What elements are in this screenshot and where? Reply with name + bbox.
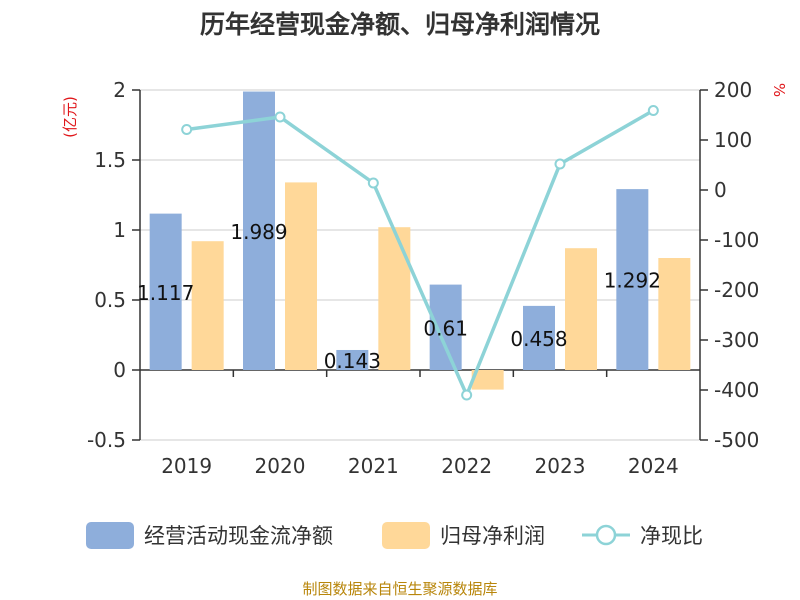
cashflow-data-label-2019: 1.117: [137, 281, 194, 305]
profit-bar-2021: [378, 227, 411, 370]
ratio-point-2024: [647, 105, 659, 116]
gridlines: [140, 89, 700, 441]
legend-label-profit: 归母净利润: [440, 524, 545, 548]
y-left-tick-label-3: 0.5: [94, 288, 126, 312]
y-right-tick-label-4: -200: [714, 278, 759, 302]
profit-bar-2023: [565, 248, 597, 370]
y-right-tick-label-3: -100: [714, 228, 759, 252]
cashflow-data-label-2022: 0.61: [423, 316, 468, 340]
cashflow-bar-2019: [149, 213, 182, 370]
profit-bar-2022: [471, 370, 504, 390]
y-left-tick-label-5: -0.5: [87, 428, 126, 452]
profit-bar-2020: [285, 182, 317, 370]
y-left-unit: (亿元): [61, 96, 79, 138]
ratio-point-2020: [274, 111, 286, 123]
axes: [132, 89, 708, 441]
x-tick-label-2020: 2020: [255, 454, 306, 478]
legend-swatch-cashflow: [86, 522, 134, 549]
chart-title: 历年经营现金净额、归母净利润情况: [200, 10, 600, 39]
data-labels: 1.117 1.989 0.143 0.61 0.458 1.292: [137, 220, 661, 373]
x-tick-label-2023: 2023: [535, 454, 586, 478]
y-right-tick-label-6: -400: [714, 378, 759, 402]
cashflow-bar-2021: [336, 349, 369, 370]
cashflow-data-label-2024: 1.292: [604, 269, 661, 293]
x-tick-labels: 2019 2020 2021 2022 2023 2024: [161, 454, 679, 478]
y-right-tick-label-7: -500: [714, 428, 759, 452]
y-left-tick-labels: 2 1.5 1 0.5 0 -0.5: [87, 78, 126, 452]
bars: [149, 91, 691, 390]
ratio-line: [181, 105, 659, 401]
x-tick-label-2019: 2019: [161, 454, 212, 478]
y-right-unit: %: [770, 83, 788, 97]
legend-swatch-profit: [382, 522, 430, 549]
x-tick-label-2021: 2021: [348, 454, 399, 478]
cashflow-data-label-2023: 0.458: [510, 327, 567, 351]
cashflow-bar-2024: [616, 189, 649, 370]
legend-marker-ratio: [595, 524, 617, 546]
source-note: 制图数据来自恒生聚源数据库: [302, 580, 497, 598]
ratio-point-2019: [181, 124, 193, 135]
ratio-point-2021: [367, 177, 379, 189]
x-tick-label-2022: 2022: [441, 454, 492, 478]
ratio-point-2022: [461, 389, 473, 401]
profit-bar-2024: [658, 258, 691, 370]
y-left-tick-label-0: 2: [113, 78, 126, 102]
y-left-tick-label-1: 1.5: [94, 148, 126, 172]
y-right-tick-labels: 200 100 0 -100 -200 -300 -400 -500: [714, 78, 759, 452]
y-right-tick-label-1: 100: [714, 128, 752, 152]
y-right-tick-label-5: -300: [714, 328, 759, 352]
y-left-tick-label-4: 0: [113, 358, 126, 382]
y-right-tick-label-0: 200: [714, 78, 752, 102]
cashflow-data-label-2020: 1.989: [230, 220, 287, 244]
legend: 经营活动现金流净额 归母净利润 净现比: [86, 522, 703, 549]
cashflow-data-label-2021: 0.143: [324, 349, 381, 373]
legend-label-cashflow: 经营活动现金流净额: [144, 524, 333, 548]
cashflow-bar-2020: [243, 91, 275, 370]
cashflow-bar-2023: [523, 305, 555, 370]
ratio-line-path: [186, 108, 655, 400]
profit-bar-2019: [191, 241, 224, 370]
y-right-tick-label-2: 0: [714, 178, 727, 202]
legend-label-ratio: 净现比: [640, 524, 703, 548]
y-left-tick-label-2: 1: [113, 218, 126, 242]
ratio-point-2023: [554, 158, 566, 170]
x-tick-label-2024: 2024: [628, 454, 679, 478]
